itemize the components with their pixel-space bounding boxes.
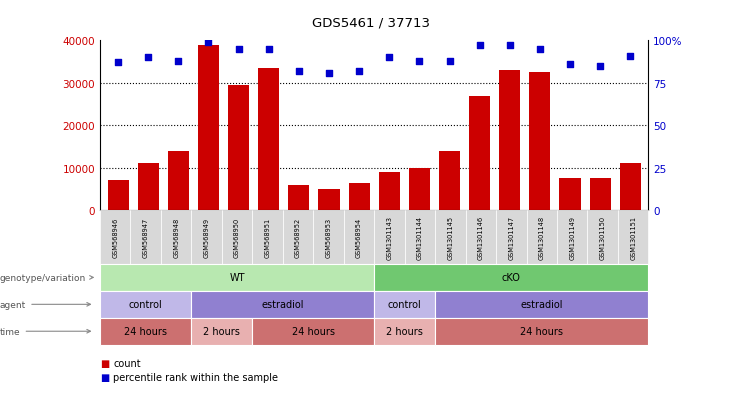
Text: GSM568953: GSM568953 — [325, 218, 331, 257]
Text: 24 hours: 24 hours — [292, 326, 335, 337]
Text: GSM568949: GSM568949 — [204, 218, 210, 257]
Text: control: control — [388, 299, 422, 310]
Text: 24 hours: 24 hours — [520, 326, 563, 337]
Point — [383, 55, 395, 62]
Text: GSM1301150: GSM1301150 — [599, 216, 605, 259]
Point — [534, 47, 546, 53]
Text: 2 hours: 2 hours — [204, 326, 240, 337]
Point — [323, 70, 335, 77]
Text: GSM568950: GSM568950 — [234, 217, 240, 258]
Text: ■: ■ — [100, 358, 109, 368]
Point — [202, 40, 214, 46]
Bar — [379, 173, 400, 211]
Text: WT: WT — [230, 273, 245, 283]
Text: 2 hours: 2 hours — [386, 326, 423, 337]
Bar — [529, 73, 551, 211]
Bar — [167, 152, 189, 211]
Text: agent: agent — [0, 300, 90, 309]
Point — [625, 53, 637, 60]
Text: estradiol: estradiol — [520, 299, 563, 310]
Point — [263, 47, 275, 53]
Point — [594, 63, 606, 70]
Text: GSM1301151: GSM1301151 — [630, 216, 636, 259]
Bar — [469, 96, 491, 211]
Text: GSM1301147: GSM1301147 — [508, 216, 514, 259]
Text: GSM1301143: GSM1301143 — [387, 216, 393, 259]
Text: GSM568946: GSM568946 — [113, 217, 119, 258]
Text: GSM568951: GSM568951 — [265, 218, 270, 257]
Point — [564, 62, 576, 68]
Bar — [319, 190, 339, 211]
Point — [353, 69, 365, 75]
Point — [173, 58, 185, 65]
Point — [413, 58, 425, 65]
Point — [112, 60, 124, 66]
Point — [293, 69, 305, 75]
Bar — [348, 183, 370, 211]
Text: time: time — [0, 327, 90, 336]
Bar — [198, 45, 219, 211]
Text: 24 hours: 24 hours — [124, 326, 167, 337]
Bar — [619, 164, 641, 211]
Bar — [590, 179, 611, 211]
Bar — [107, 181, 129, 211]
Text: GSM1301148: GSM1301148 — [539, 216, 545, 259]
Text: GSM568952: GSM568952 — [295, 217, 301, 258]
Text: cKO: cKO — [502, 273, 521, 283]
Bar — [228, 86, 249, 211]
Text: GSM1301144: GSM1301144 — [417, 216, 423, 259]
Point — [473, 43, 485, 50]
Text: count: count — [113, 358, 141, 368]
Text: GSM568948: GSM568948 — [173, 217, 179, 258]
Bar — [409, 169, 430, 211]
Bar — [258, 69, 279, 211]
Point — [444, 58, 456, 65]
Text: GSM1301145: GSM1301145 — [448, 216, 453, 259]
Text: estradiol: estradiol — [262, 299, 304, 310]
Bar — [439, 152, 460, 211]
Text: GSM568954: GSM568954 — [356, 217, 362, 258]
Text: GSM1301146: GSM1301146 — [478, 216, 484, 259]
Bar — [138, 164, 159, 211]
Bar — [499, 71, 520, 211]
Text: genotype/variation: genotype/variation — [0, 273, 93, 282]
Text: control: control — [129, 299, 162, 310]
Bar — [288, 185, 310, 211]
Text: percentile rank within the sample: percentile rank within the sample — [113, 372, 279, 382]
Text: ■: ■ — [100, 372, 109, 382]
Point — [504, 43, 516, 50]
Bar — [559, 179, 581, 211]
Text: GSM568947: GSM568947 — [143, 217, 149, 258]
Point — [142, 55, 154, 62]
Point — [233, 47, 245, 53]
Text: GDS5461 / 37713: GDS5461 / 37713 — [311, 17, 430, 29]
Text: GSM1301149: GSM1301149 — [569, 216, 575, 259]
